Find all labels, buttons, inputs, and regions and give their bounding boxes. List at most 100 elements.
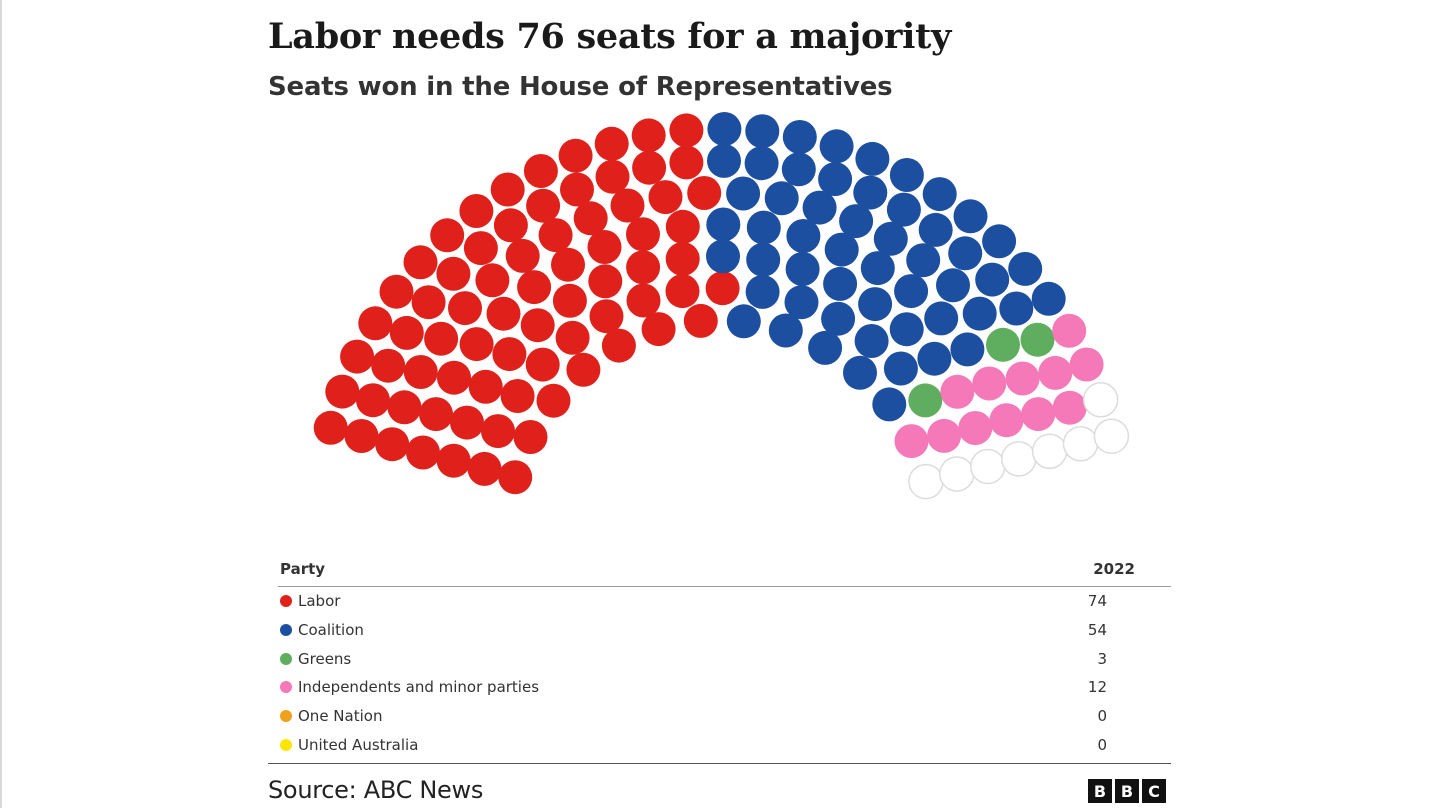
party-name: United Australia [298, 735, 419, 754]
seat-labor [520, 308, 555, 343]
seat-labor [626, 283, 661, 318]
seat-labor [358, 306, 393, 341]
seat-greens [908, 383, 943, 418]
seat-labor [631, 118, 666, 153]
seat-coalition [889, 312, 924, 347]
seat-labor [705, 271, 740, 306]
seat-independents-and-minor-parties [1021, 397, 1056, 432]
seat-independents-and-minor-parties [1038, 355, 1073, 390]
seat-independents-and-minor-parties [927, 418, 962, 453]
seat-labor [601, 328, 636, 363]
seat-coalition [824, 232, 859, 267]
seat-coalition [726, 176, 761, 211]
seat-labor [436, 443, 471, 478]
seat-labor [389, 315, 424, 350]
seat-coalition [982, 224, 1017, 259]
seat-coalition [819, 129, 854, 164]
seat-coalition [782, 120, 817, 154]
seat-coalition [839, 204, 874, 239]
logo-letter: B [1115, 779, 1139, 803]
seat-coalition [894, 274, 929, 309]
seat-coalition [962, 296, 997, 331]
seat-labor [683, 303, 718, 338]
seat-independents-and-minor-parties [958, 411, 993, 445]
seat-coalition [950, 332, 985, 367]
seat-labor [648, 180, 683, 215]
seat-labor [448, 291, 482, 326]
seat-labor [594, 126, 629, 161]
seat-labor [626, 250, 661, 285]
seat-coalition [860, 251, 895, 286]
seat-labor [632, 150, 667, 185]
seat-labor [419, 397, 453, 432]
seat-coalition [953, 199, 988, 234]
seat-labor [437, 360, 471, 395]
table-row: United Australia 0 [278, 730, 1171, 759]
seat-labor [566, 352, 601, 387]
seat-coalition [924, 301, 959, 336]
legend-dot-labor [280, 595, 292, 608]
seat-labor [340, 339, 375, 374]
seat-labor [371, 348, 406, 383]
seat-coalition [726, 304, 761, 339]
seat-labor [475, 263, 510, 298]
table-row: Labor 74 [278, 587, 1171, 616]
seat-labor [325, 374, 360, 409]
seat-coalition [853, 175, 888, 210]
seat-count: 54 [1087, 621, 1107, 640]
legend-dot-coalition [280, 624, 292, 637]
seat-labor [641, 312, 676, 347]
seat-independents-and-minor-parties [894, 424, 929, 459]
seat-labor [356, 383, 390, 418]
seat-labor [430, 218, 465, 253]
seat-labor [313, 410, 348, 445]
seat-independents-and-minor-parties [972, 366, 1007, 401]
seat-coalition [786, 219, 821, 253]
seat-undeclared [1031, 433, 1068, 470]
seat-labor [403, 245, 438, 280]
seat-count: 3 [1097, 649, 1107, 668]
seat-coalition [872, 387, 907, 422]
seat-coalition [917, 341, 952, 376]
seat-undeclared [1062, 426, 1099, 462]
table-header: Party 2022 [278, 552, 1171, 587]
party-name: Coalition [298, 621, 364, 640]
seat-labor [481, 414, 515, 449]
seat-coalition [1031, 281, 1066, 316]
logo-letter: C [1142, 779, 1166, 803]
seat-independents-and-minor-parties [1052, 313, 1087, 348]
party-name: Labor [298, 592, 341, 611]
seat-independents-and-minor-parties [1069, 347, 1104, 382]
seat-coalition [745, 114, 780, 149]
seat-labor [467, 451, 502, 486]
party-name: Independents and minor parties [298, 678, 540, 697]
seat-coalition [745, 274, 780, 309]
seat-independents-and-minor-parties [940, 374, 975, 409]
source-note: Source: ABC News [268, 776, 484, 804]
seat-labor [486, 296, 521, 331]
seat-labor [687, 176, 722, 210]
seat-labor [403, 355, 438, 389]
seat-coalition [802, 190, 837, 225]
header-year: 2022 [1093, 560, 1135, 578]
seat-labor [587, 230, 622, 264]
footer-divider [268, 763, 1171, 764]
seat-labor [626, 217, 660, 252]
seat-coalition [785, 252, 820, 286]
seat-labor [551, 247, 585, 282]
seat-labor [669, 145, 704, 180]
seat-labor [513, 420, 548, 454]
seat-labor [379, 274, 414, 309]
seat-count: 74 [1087, 592, 1107, 611]
seat-labor [493, 208, 528, 243]
seat-coalition [855, 141, 890, 176]
legend-dot-greens [280, 652, 292, 665]
seat-coalition [706, 207, 741, 242]
seat-labor [375, 427, 410, 462]
seat-coalition [821, 301, 856, 336]
seat-labor [588, 264, 623, 299]
legend-dot-one-nation [280, 710, 292, 723]
legend-dot-independents [280, 681, 292, 694]
seat-labor [459, 327, 494, 362]
seat-labor [387, 390, 422, 425]
